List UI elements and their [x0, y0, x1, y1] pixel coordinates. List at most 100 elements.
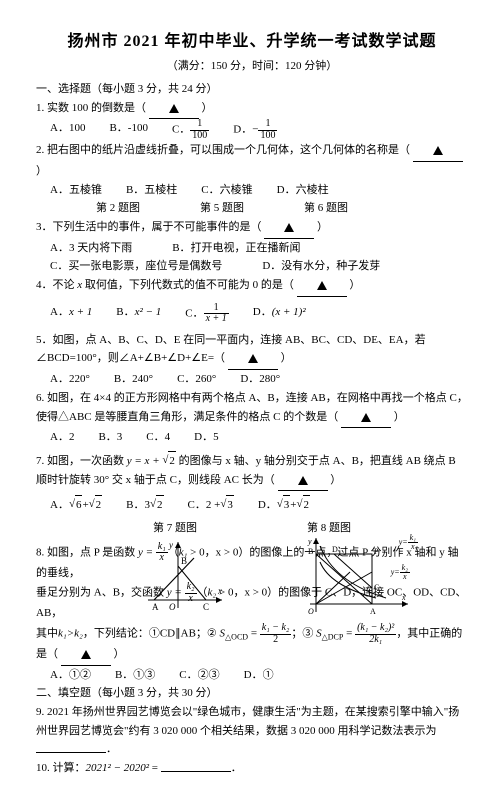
- q6-blank: [341, 409, 391, 429]
- cap-fig6: 第 6 题图: [304, 199, 348, 218]
- q1-opts: A．100 B．-100 C．1100 D．−1100: [50, 119, 468, 141]
- q4-stem-b: 取何值，下列代数式的值不可能为 0 的是（: [82, 279, 294, 291]
- q9: 9. 2021 年扬州世界园艺博览会以"绿色城市，健康生活"为主题，在某搜索引擎…: [36, 703, 468, 759]
- q6-opts: A．2 B．3 C．4 D．5: [50, 428, 468, 447]
- q8-l1a: 8. 如图，点 P 是函数: [36, 546, 138, 558]
- q1-a: A．100: [50, 119, 85, 141]
- q3-blank: [264, 219, 314, 239]
- q6-b: B．3: [98, 428, 122, 447]
- svg-text:P: P: [374, 547, 379, 556]
- fig8-label-k1: y=k₁x: [399, 534, 418, 552]
- svg-text:B: B: [181, 556, 187, 566]
- cap-fig5: 第 5 题图: [200, 199, 244, 218]
- q3-a: A．3 天内将下雨: [50, 239, 132, 258]
- q10-expr: 2021² − 2020²: [86, 762, 150, 774]
- q9-stem: 9. 2021 年扬州世界园艺博览会以"绿色城市，健康生活"为主题，在某搜索引擎…: [36, 706, 459, 737]
- q8-a: A．①②: [50, 666, 91, 685]
- q4-d: D．(x + 1)²: [253, 303, 306, 325]
- subtitle: （满分：150 分，时间：120 分钟）: [36, 57, 468, 76]
- q6-d: D．5: [194, 428, 218, 447]
- q8-s2b: △DCP: [322, 633, 344, 642]
- q4-tail: ）: [349, 279, 360, 291]
- q7-ob: B．32: [126, 495, 163, 515]
- svg-text:B: B: [308, 547, 313, 556]
- q3-b: B．打开电视，正在播新闻: [172, 239, 300, 258]
- q7-tail: ）: [330, 474, 341, 486]
- q2-blank: [413, 142, 463, 162]
- q7: 7. 如图，一次函数 y = x + 2 的图像与 x 轴、y 轴分别交于点 A…: [36, 451, 468, 491]
- q4-blank: [297, 277, 347, 297]
- q3-stem: 3．下列生活中的事件，属于不可能事件的是（: [36, 221, 262, 233]
- svg-text:y: y: [168, 540, 173, 550]
- q2: 2. 把右图中的纸片沿虚线折叠，可以围成一个几何体，这个几何体的名称是（ ）: [36, 141, 468, 180]
- q7-opts: A．6+2 B．32 C．2 +3 D．3+2: [50, 495, 468, 515]
- q6-c: C．4: [146, 428, 170, 447]
- q9-dot: ．: [106, 743, 117, 755]
- q8-l3a: 其中: [36, 628, 58, 640]
- q8-tail: ）: [114, 648, 125, 660]
- q3-d: D．没有水分，种子发芽: [262, 257, 380, 276]
- q6-a: A．2: [50, 428, 74, 447]
- q3-tail: ）: [317, 221, 328, 233]
- q10: 10. 计算：2021² − 2020² = ．: [36, 759, 468, 778]
- q4-b: B．x² − 1: [116, 303, 161, 325]
- svg-text:A: A: [152, 602, 159, 612]
- q4: 4．不论 x 取何值，下列代数式的值不可能为 0 的是（ ）: [36, 276, 468, 297]
- q1: 1. 实数 100 的倒数是（ ）: [36, 99, 468, 120]
- q8-l3b: k₁>k₂: [58, 628, 83, 640]
- cap-fig7: 第 7 题图: [153, 519, 197, 538]
- q1-c: C．1100: [172, 119, 209, 141]
- q4-opts: A．x + 1 B．x² − 1 C．1x + 1 D．(x + 1)²: [50, 303, 468, 325]
- q4-a: A．x + 1: [50, 303, 92, 325]
- q10-blank: [161, 771, 231, 772]
- figure-caps-row: 第 2 题图 第 5 题图 第 6 题图: [96, 199, 468, 218]
- svg-text:A: A: [370, 607, 376, 616]
- svg-text:x: x: [401, 593, 406, 602]
- page-title: 扬州市 2021 年初中毕业、升学统一考试数学试题: [36, 28, 468, 55]
- q8-eq2: =: [343, 628, 355, 640]
- q8-opts: A．①② B．①③ C．②③ D．①: [50, 666, 468, 685]
- q9-blank: [36, 752, 106, 753]
- q4-stem-a: 4．不论: [36, 279, 77, 291]
- q8-l3t: ，其中正确的: [396, 628, 462, 640]
- q2-c: C．六棱锥: [201, 181, 252, 200]
- figure-8: B P D C A O x y y=k₁x y=k₂x: [296, 532, 416, 618]
- q8-l4: 是（: [36, 648, 58, 660]
- q7-oc: C．2 +3: [188, 495, 234, 515]
- q1-b: B．-100: [109, 119, 148, 141]
- q7-sqrt: 2: [162, 451, 176, 471]
- q6: 6. 如图，在 4×4 的正方形网格中有两个格点 A、B，连接 AB，在网格中再…: [36, 389, 468, 428]
- section-1-heading: 一、选择题（每小题 3 分，共 24 分）: [36, 80, 468, 99]
- q8-s1b: △OCD: [225, 633, 248, 642]
- svg-text:C: C: [374, 583, 379, 592]
- q3: 3．下列生活中的事件，属于不可能事件的是（ ）: [36, 218, 468, 239]
- q2-tail: ）: [36, 165, 47, 177]
- q5-d: D．280°: [240, 370, 280, 389]
- q7-a: 7. 如图，一次函数: [36, 455, 127, 467]
- fig8-label-k2: y=k₂x: [391, 564, 410, 582]
- q8-l3c: ，下列结论：①CD∥AB；②: [83, 628, 220, 640]
- q3-c: C．买一张电影票，座位号是偶数号: [50, 257, 222, 276]
- q1-tail: ）: [202, 102, 213, 114]
- q8-eq1: =: [248, 628, 260, 640]
- svg-text:D: D: [332, 545, 338, 554]
- q10-dot: ．: [231, 762, 242, 774]
- figure-7: A B C O x y: [136, 538, 226, 616]
- q5-b: B．240°: [114, 370, 153, 389]
- q4-c: C．1x + 1: [185, 303, 229, 325]
- q1-stem: 1. 实数 100 的倒数是（: [36, 102, 146, 114]
- q7-od: D．3+2: [258, 495, 310, 515]
- svg-text:O: O: [169, 602, 176, 612]
- q8: A B C O x y B P D C A: [36, 542, 468, 685]
- svg-text:y: y: [307, 537, 312, 546]
- q10-eq: =: [149, 762, 161, 774]
- q5-c: C．260°: [177, 370, 216, 389]
- q1-d: D．−1100: [233, 119, 277, 141]
- q8-d: D．①: [244, 666, 274, 685]
- q8-b: B．①③: [115, 666, 155, 685]
- q8-c: C．②③: [179, 666, 219, 685]
- q2-b: B．五棱柱: [126, 181, 177, 200]
- q5-tail: ）: [281, 352, 292, 364]
- q7-blank: [278, 472, 328, 492]
- q8-semi: ；③: [291, 628, 316, 640]
